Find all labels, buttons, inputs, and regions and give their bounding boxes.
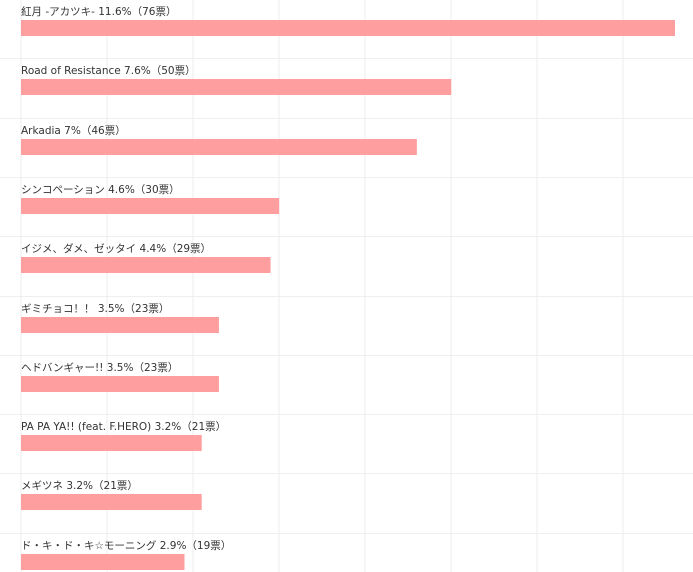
bar-label: イジメ、ダメ、ゼッタイ 4.4%（29票） [21, 242, 211, 255]
bar-label: Road of Resistance 7.6%（50票） [21, 65, 196, 77]
bar [21, 554, 185, 570]
bar-label: ヘドバンギャー!! 3.5%（23票） [21, 362, 178, 374]
bar-label: 紅月 -アカツキ- 11.6%（76票） [21, 6, 176, 18]
bar [21, 139, 417, 155]
bar-label: シンコペーション 4.6%（30票） [21, 184, 180, 196]
bar [21, 317, 219, 333]
bar [21, 198, 280, 214]
bar-label: PA PA YA!! (feat. F.HERO) 3.2%（21票） [21, 421, 226, 433]
bar [21, 79, 452, 95]
bar [21, 494, 202, 510]
bar-label: ギミチョコ！！ 3.5%（23票） [21, 303, 169, 315]
bar-label: ド・キ・ド・キ☆モーニング 2.9%（19票） [21, 539, 231, 552]
bar [21, 376, 219, 392]
bar [21, 20, 675, 36]
bar-label: Arkadia 7%（46票） [21, 125, 126, 137]
bar [21, 435, 202, 451]
bar [21, 257, 271, 273]
bar-label: メギツネ 3.2%（21票） [21, 480, 138, 492]
bars-group: 紅月 -アカツキ- 11.6%（76票） Road of Resistance 7… [21, 6, 675, 570]
